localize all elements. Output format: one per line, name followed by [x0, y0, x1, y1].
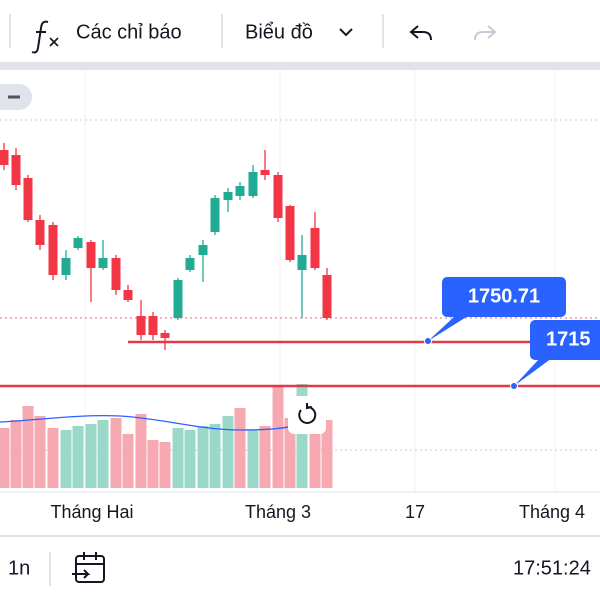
candle-body: [160, 333, 170, 338]
volume-bar: [296, 384, 308, 488]
callout-label: 1750.71: [468, 285, 540, 307]
indicators-button[interactable]: Các chỉ báo: [31, 20, 182, 54]
candle-body: [322, 275, 332, 318]
calendar-icon: [75, 555, 105, 583]
fx-icon: [49, 37, 59, 47]
candle-body: [198, 245, 208, 255]
candle-body: [260, 170, 270, 175]
candle-body: [98, 258, 108, 268]
toolbar: [0, 0, 600, 62]
callout-label: 1715: [546, 328, 591, 350]
candles: [0, 143, 332, 350]
candle-body: [73, 238, 83, 248]
volume-ma: [0, 414, 301, 431]
volume-bar: [122, 434, 134, 488]
indicators-label: Các chỉ báo: [76, 21, 182, 43]
candle-body: [48, 225, 58, 275]
candle-body: [23, 178, 33, 220]
volume-bar: [135, 414, 147, 488]
volume-bar: [60, 430, 72, 488]
volume-bar: [85, 424, 97, 488]
chevron: [339, 28, 353, 37]
candle-body: [136, 316, 146, 335]
volume-bar: [197, 426, 209, 488]
volume-bar: [159, 442, 171, 488]
candle-body: [223, 192, 233, 200]
volume-bar: [284, 418, 296, 488]
candle-body: [0, 150, 9, 165]
calendar-icon: [72, 552, 104, 579]
volume-bar: [0, 428, 10, 488]
volume-bar: [321, 420, 333, 488]
fx-icon: [31, 20, 49, 54]
candle-body: [310, 228, 320, 268]
volume-bar: [110, 418, 122, 488]
candle-body: [185, 258, 195, 270]
candle-body: [248, 172, 258, 196]
candle-body: [123, 290, 133, 300]
candle-body: [173, 280, 183, 318]
volume-bar: [222, 416, 234, 488]
reset-icon: [298, 403, 317, 424]
candle-body: [35, 220, 45, 245]
volume-bar: [147, 440, 159, 488]
candle-body: [285, 206, 295, 260]
callout-pointer: [428, 316, 468, 341]
x-tick-label: Tháng 3: [245, 502, 311, 522]
x-tick-label: Tháng Hai: [50, 502, 133, 522]
toolbar-border: [0, 62, 600, 70]
volume-bar: [247, 430, 259, 488]
callout[interactable]: [442, 277, 566, 317]
goto-date-button[interactable]: [72, 552, 105, 583]
undo-button[interactable]: [409, 25, 432, 41]
anchor-point[interactable]: [424, 337, 432, 345]
volume: [0, 384, 333, 488]
anchor-point[interactable]: [510, 382, 518, 390]
candle-body: [111, 258, 121, 290]
volume-bar: [97, 420, 109, 488]
volume-bar: [272, 386, 284, 488]
volume-bar: [184, 430, 196, 488]
volume-bar: [34, 416, 46, 488]
x-tick-label: 17: [405, 502, 425, 522]
volume-bar: [172, 428, 184, 488]
x-tick-label: Tháng 4: [519, 502, 585, 522]
reset-button[interactable]: [288, 396, 326, 434]
volume-bar: [309, 404, 321, 488]
candle-body: [297, 255, 307, 270]
candle-body: [210, 198, 220, 232]
callout-pointer: [514, 358, 552, 386]
candle-body: [11, 155, 21, 185]
interval-button[interactable]: 1n: [8, 557, 30, 579]
volume-bar: [10, 420, 22, 488]
candle-body: [86, 242, 96, 268]
redo-button: [474, 25, 497, 41]
candle-body: [235, 186, 245, 196]
candle-body: [148, 316, 158, 335]
candle-body: [273, 175, 283, 218]
volume-bar: [209, 424, 221, 488]
callout[interactable]: [530, 320, 600, 360]
volume-bar: [47, 428, 59, 488]
volume-bar: [22, 406, 34, 488]
candle-body: [61, 258, 71, 275]
volume-bar: [234, 408, 246, 488]
chart-type-label: Biểu đồ: [245, 21, 313, 43]
volume-bar: [72, 426, 84, 488]
volume-bar: [259, 426, 271, 488]
clock: 17:51:24: [513, 557, 591, 579]
chart-type-button[interactable]: Biểu đồ: [245, 21, 353, 43]
